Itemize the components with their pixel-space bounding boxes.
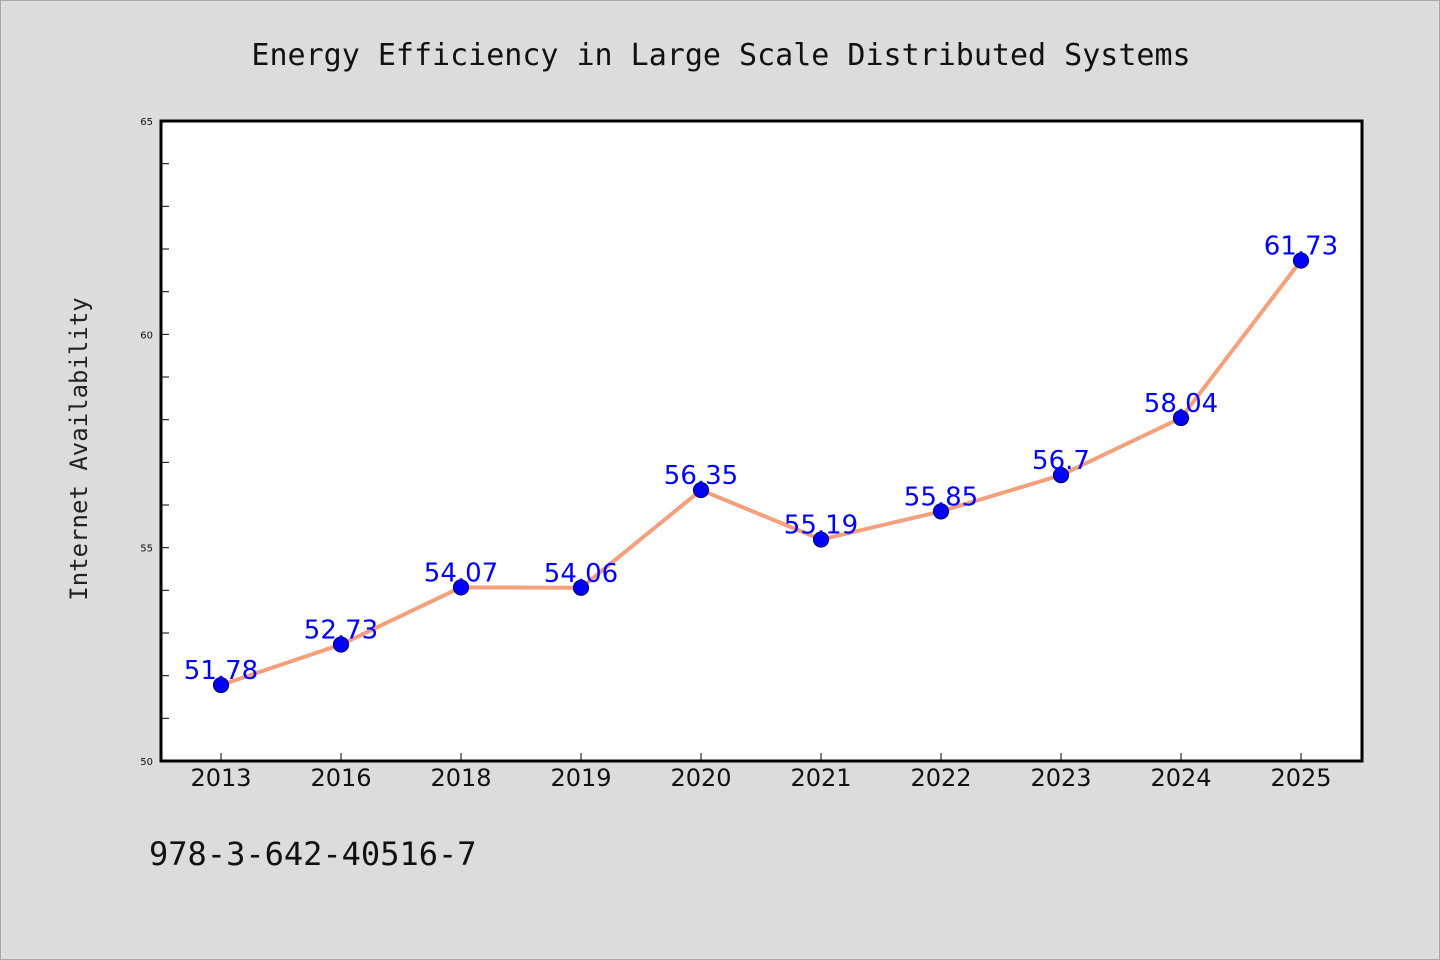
- data-point-marker: [332, 636, 350, 653]
- x-tick-label: 2019: [550, 764, 611, 792]
- data-point-marker: [692, 481, 710, 499]
- axis-ticks: 50 55 60 65 2013 2016 2018 2019 2020 2021 2022 2023…: [140, 117, 1331, 792]
- plot-area: [159, 119, 1364, 763]
- x-tick-label: 2016: [310, 764, 371, 792]
- data-point-label: 55.19: [784, 511, 858, 541]
- series-line-group: [219, 258, 1303, 688]
- x-tick-label: 2013: [190, 764, 251, 792]
- x-tick-label: 2021: [790, 764, 851, 792]
- data-point-label: 56.35: [664, 461, 738, 491]
- x-tick-label: 2018: [430, 764, 491, 792]
- data-point-label: 51.78: [184, 656, 258, 686]
- x-tick-label: 2023: [1030, 764, 1091, 792]
- data-point-label: 56.7: [1032, 446, 1090, 476]
- x-tick-label: 2020: [670, 764, 731, 792]
- data-point-marker: [932, 503, 950, 520]
- data-point-label: 61.73: [1264, 232, 1338, 262]
- x-tick-label: 2022: [910, 764, 971, 792]
- series-line: [219, 258, 1303, 688]
- data-point-label: 54.07: [424, 558, 498, 588]
- data-labels: 51.78 52.73 54.07 54.06 56.35 55.19 55.85 56.7 5…: [184, 232, 1338, 687]
- y-axis-label: Internet Availability: [65, 297, 93, 600]
- chart-title: Energy Efficiency in Large Scale Distrib…: [251, 38, 1190, 73]
- data-point-label: 54.06: [544, 559, 618, 589]
- data-point-marker: [1172, 409, 1190, 427]
- y-tick-label: 65: [140, 117, 153, 128]
- data-point-marker: [812, 531, 830, 548]
- x-tick-label: 2025: [1270, 764, 1331, 792]
- data-point-label: 52.73: [304, 616, 378, 646]
- y-tick-label: 60: [140, 330, 153, 341]
- data-point-marker: [1052, 467, 1070, 484]
- x-tick-label: 2024: [1150, 764, 1211, 792]
- data-points: [212, 252, 1310, 694]
- data-point-marker: [452, 579, 470, 596]
- data-point-marker: [1292, 252, 1310, 269]
- y-tick-label: 50: [140, 757, 153, 768]
- data-point-label: 55.85: [904, 482, 978, 512]
- data-point-marker: [572, 579, 590, 596]
- y-tick-label: 55: [140, 544, 153, 555]
- data-point-label: 58.04: [1144, 389, 1218, 419]
- isbn-text: 978-3-642-40516-7: [149, 835, 477, 873]
- data-point-marker: [212, 676, 230, 694]
